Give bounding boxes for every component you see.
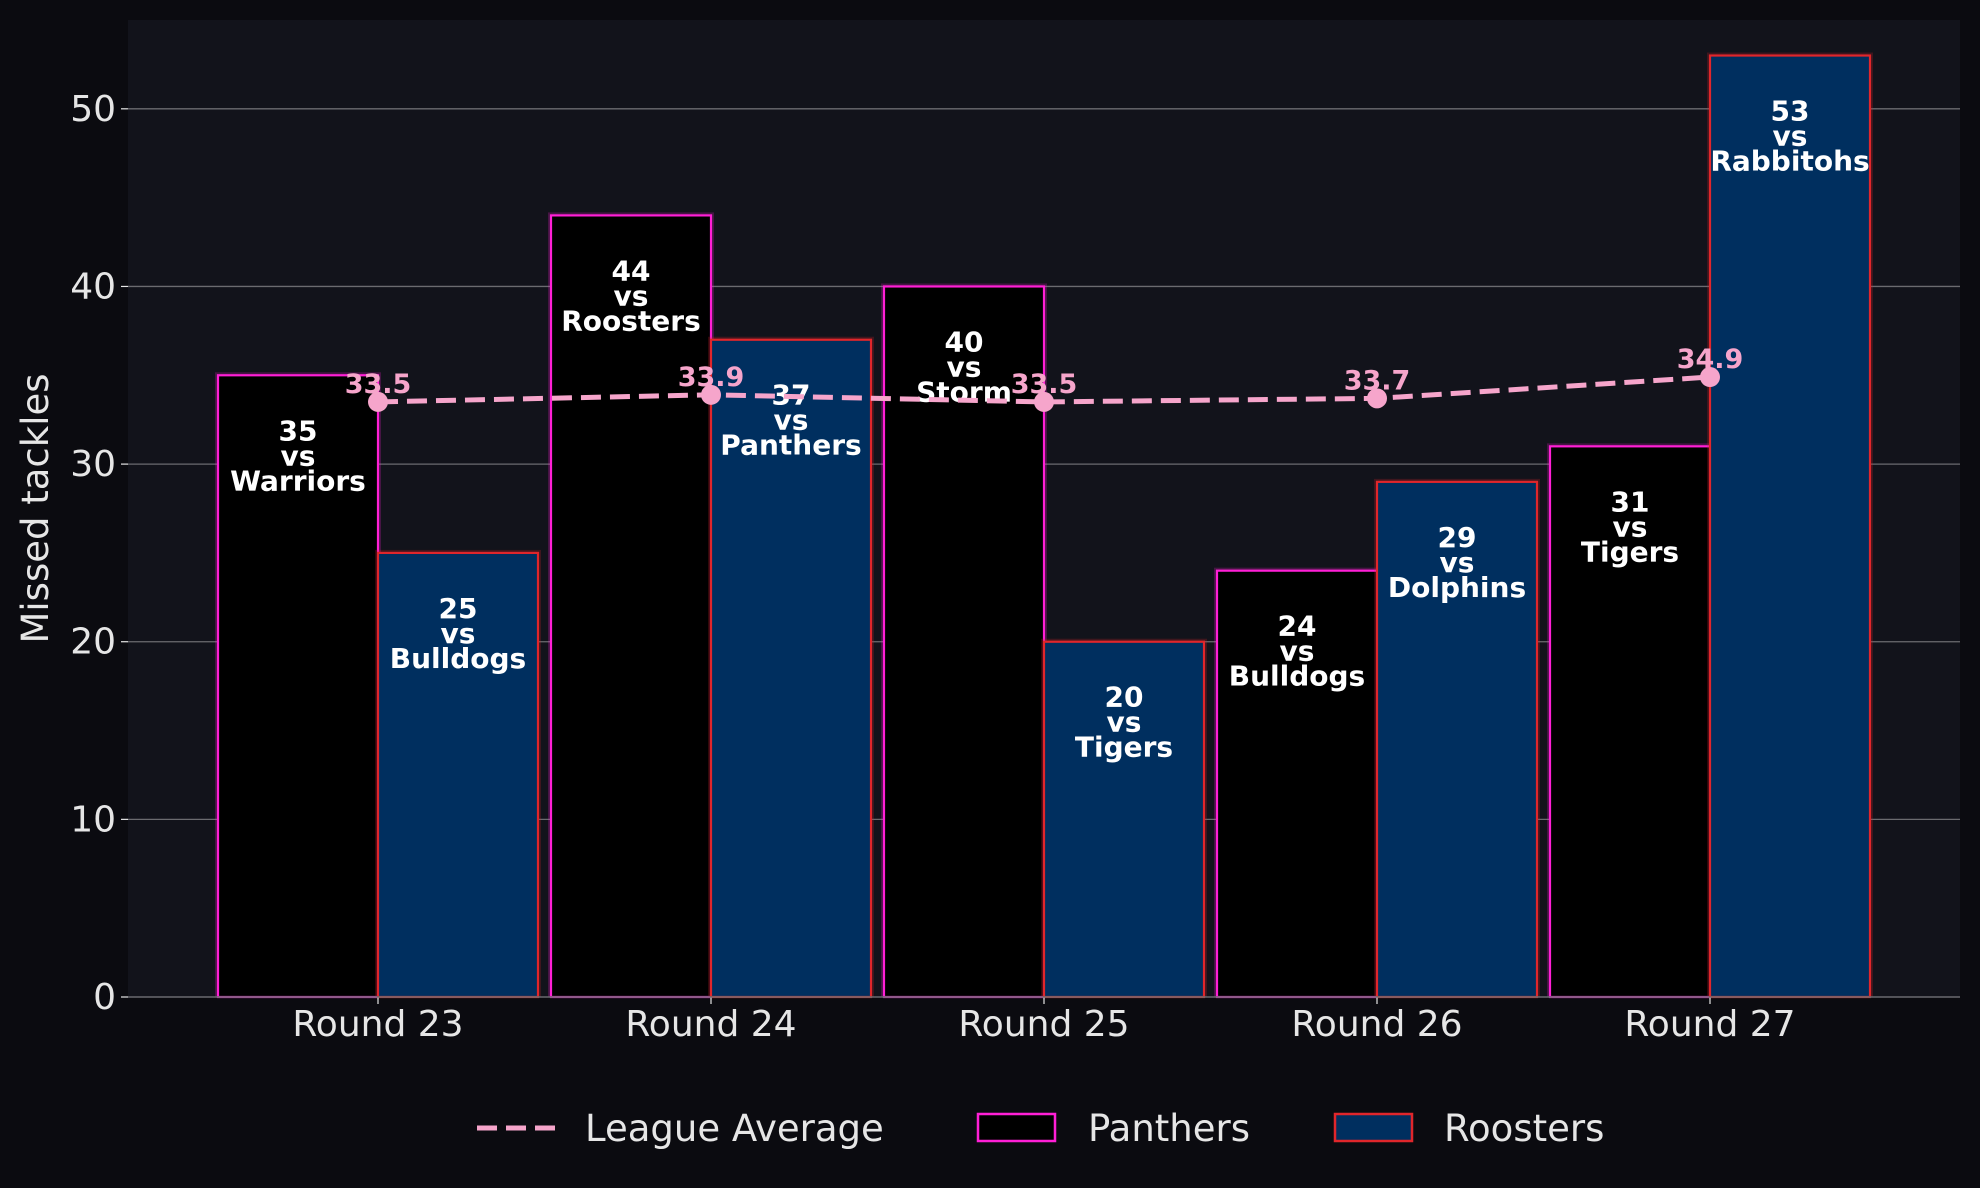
roosters-bar-vs-label: vs xyxy=(1107,706,1142,739)
y-tick-label: 20 xyxy=(70,622,116,663)
league-average-value-label: 33.5 xyxy=(1011,369,1078,400)
roosters-bar-value-label: 53 xyxy=(1771,95,1810,128)
panthers-bar-vs-label: vs xyxy=(1613,510,1648,543)
x-axis-ticks: Round 23 Round 24 Round 25 Round 26 Round 27 xyxy=(292,997,1796,1045)
roosters-bar-value-label: 20 xyxy=(1105,681,1144,714)
y-tick-label: 50 xyxy=(70,89,116,130)
panthers-bar-opponent-label: Warriors xyxy=(230,464,366,497)
league-average-point xyxy=(1367,388,1387,409)
roosters-bar-opponent-label: Tigers xyxy=(1075,731,1173,764)
legend: League Average Panthers Roosters xyxy=(477,1107,1604,1150)
league-average-point xyxy=(1034,391,1054,412)
roosters-bar-vs-label: vs xyxy=(1440,546,1475,579)
roosters-bar-opponent-label: Panthers xyxy=(720,429,861,462)
league-average-series: 33.5 33.9 33.5 33.7 34.9 xyxy=(345,344,1744,412)
league-average-point xyxy=(368,391,388,412)
panthers-bar xyxy=(1548,445,1712,999)
legend-swatch-panthers xyxy=(976,1112,1057,1143)
roosters-bar xyxy=(376,551,540,999)
league-average-value-label: 33.5 xyxy=(345,369,412,400)
roosters-bar-opponent-label: Dolphins xyxy=(1388,571,1526,604)
roosters-bar xyxy=(1708,54,1872,999)
league-average-point xyxy=(701,384,721,405)
roosters-bar xyxy=(1375,480,1539,999)
roosters-bar-opponent-label: Bulldogs xyxy=(390,642,526,675)
panthers-bar-value-label: 44 xyxy=(612,254,651,287)
x-tick-label: Round 26 xyxy=(1291,1004,1462,1045)
panthers-bar-value-label: 31 xyxy=(1611,485,1650,518)
roosters-bar-value-label: 25 xyxy=(439,592,478,625)
panthers-bar-vs-label: vs xyxy=(281,439,316,472)
league-average-value-label: 33.7 xyxy=(1344,365,1411,396)
panthers-bar xyxy=(882,285,1046,999)
legend-label-roosters: Roosters xyxy=(1444,1107,1604,1150)
roosters-bar-vs-label: vs xyxy=(774,404,809,437)
legend-label-panthers: Panthers xyxy=(1088,1107,1250,1150)
y-tick-label: 40 xyxy=(70,266,116,307)
panthers-bar-value-label: 35 xyxy=(279,414,318,447)
league-average-point xyxy=(1700,367,1720,388)
y-axis-label: Missed tackles xyxy=(14,373,57,643)
roosters-bar-vs-label: vs xyxy=(441,617,476,650)
league-average-line xyxy=(377,374,1711,405)
y-axis-ticks: 0 10 20 30 40 50 xyxy=(70,89,128,1018)
panthers-bar-opponent-label: Tigers xyxy=(1581,535,1679,568)
panthers-bar-opponent-label: Storm xyxy=(916,375,1012,408)
panthers-bar-vs-label: vs xyxy=(947,350,982,383)
league-average-value-label: 33.9 xyxy=(678,362,745,393)
x-tick-label: Round 27 xyxy=(1624,1004,1795,1045)
roosters-bar-opponent-label: Rabbitohs xyxy=(1710,145,1869,178)
panthers-bar-vs-label: vs xyxy=(1280,635,1315,668)
bars: 35vsWarriors25vsBulldogs44vsRoosters37vs… xyxy=(215,52,1873,999)
league-average-value-label: 34.9 xyxy=(1677,344,1744,375)
panthers-bar-value-label: 24 xyxy=(1278,610,1317,643)
panthers-bar xyxy=(216,374,380,999)
panthers-bar-opponent-label: Bulldogs xyxy=(1229,660,1365,693)
legend-label-league-average: League Average xyxy=(585,1107,884,1150)
y-tick-label: 30 xyxy=(70,444,116,485)
panthers-bar-value-label: 40 xyxy=(945,325,984,358)
y-tick-label: 0 xyxy=(93,977,116,1018)
panthers-bar-opponent-label: Roosters xyxy=(561,304,701,337)
panthers-bar-vs-label: vs xyxy=(614,279,649,312)
x-tick-label: Round 24 xyxy=(625,1004,796,1045)
x-tick-label: Round 23 xyxy=(292,1004,463,1045)
panthers-bar xyxy=(549,214,713,999)
legend-swatch-roosters xyxy=(1333,1112,1414,1143)
roosters-bar-vs-label: vs xyxy=(1773,120,1808,153)
x-tick-label: Round 25 xyxy=(958,1004,1129,1045)
roosters-bar-value-label: 29 xyxy=(1438,521,1477,554)
y-tick-label: 10 xyxy=(70,799,116,840)
